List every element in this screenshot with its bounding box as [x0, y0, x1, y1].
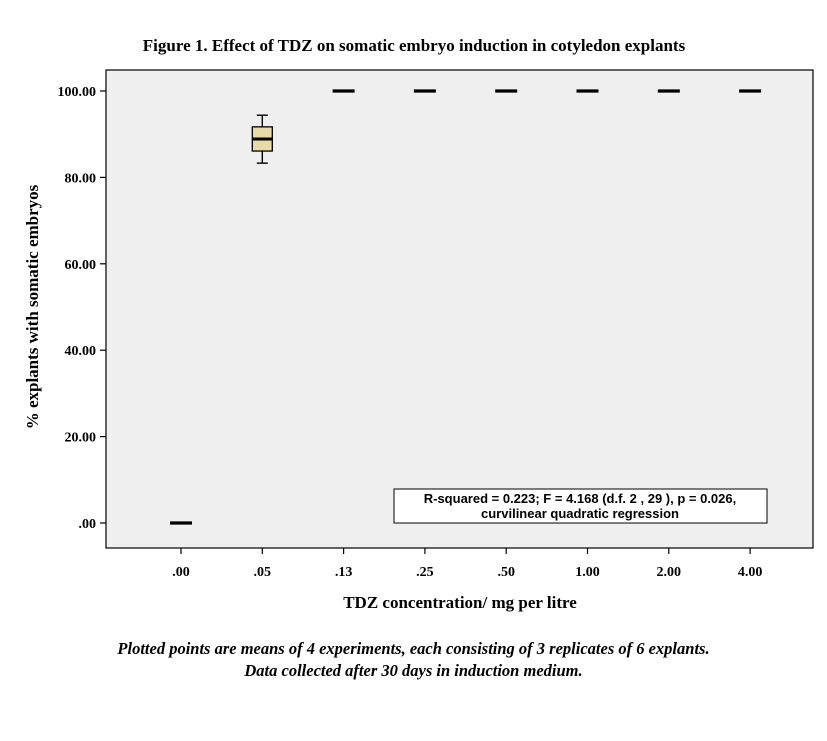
y-axis-label: % explants with somatic embryos: [23, 184, 42, 429]
y-tick-label: 40.00: [65, 344, 97, 359]
x-tick-label: 2.00: [657, 565, 682, 580]
x-axis: .00 .05 .13 .25 .50 1.00 2.00 4.00: [172, 548, 762, 580]
box-marks: [170, 89, 762, 525]
plot-area: [105, 69, 814, 549]
annotation-line-1: R-squared = 0.223; F = 4.168 (d.f. 2 , 2…: [424, 491, 737, 506]
chart-title: Figure 1. Effect of TDZ on somatic embry…: [143, 36, 686, 55]
y-tick-label: 20.00: [65, 431, 97, 446]
x-tick-label: .00: [172, 565, 190, 580]
x-tick-label: .13: [335, 565, 353, 580]
x-tick-label: .25: [416, 565, 434, 580]
x-tick-label: .50: [497, 565, 515, 580]
y-axis: .00 20.00 40.00 60.00 80.00 100.00: [58, 85, 106, 532]
box-.05: [251, 114, 273, 164]
x-tick-label: 4.00: [738, 565, 763, 580]
regression-annotation: R-squared = 0.223; F = 4.168 (d.f. 2 , 2…: [393, 488, 768, 524]
y-tick-label: 100.00: [58, 85, 97, 100]
y-tick-label: .00: [79, 517, 97, 532]
annotation-box: [393, 488, 768, 524]
x-tick-label: .05: [254, 565, 272, 580]
x-tick-label: 1.00: [575, 565, 600, 580]
footnote-line-2: Data collected after 30 days in inductio…: [244, 661, 583, 680]
annotation-line-2: curvilinear quadratic regression: [481, 506, 679, 521]
y-tick-label: 60.00: [65, 258, 97, 273]
x-axis-label: TDZ concentration/ mg per litre: [343, 593, 577, 612]
footnote-line-1: Plotted points are means of 4 experiment…: [117, 639, 710, 658]
y-tick-label: 80.00: [65, 171, 97, 186]
